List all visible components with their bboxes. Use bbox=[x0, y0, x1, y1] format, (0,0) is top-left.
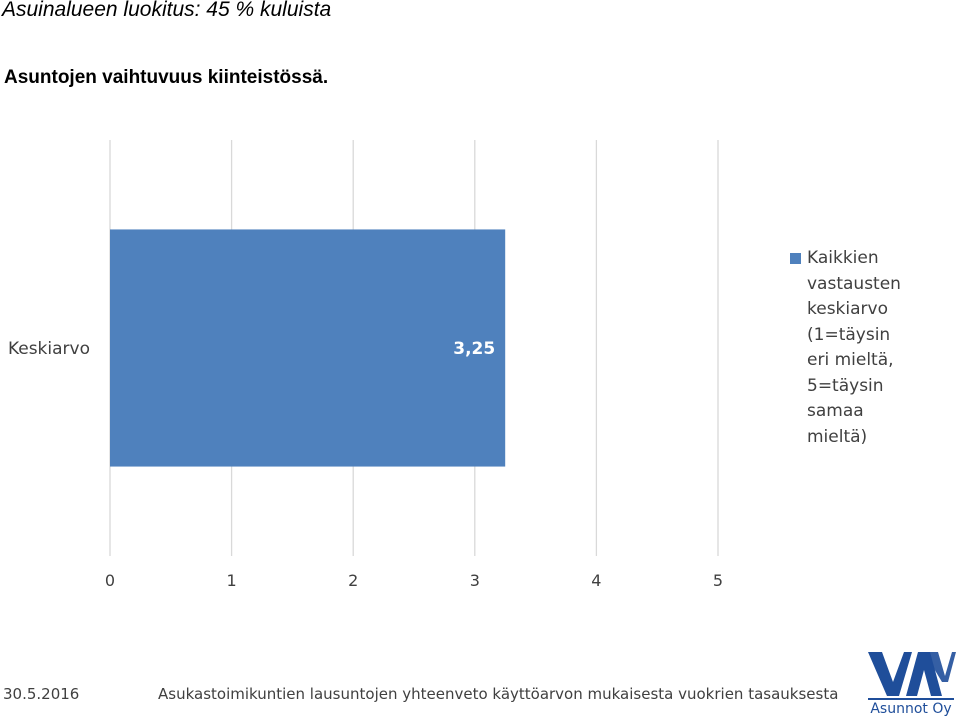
legend-swatch bbox=[790, 253, 801, 264]
page-title: Asuinalueen luokitus: 45 % kuluista bbox=[2, 0, 332, 21]
bar-chart: 0 1 2 3 4 5 Keskiarvo 3,25 bbox=[8, 140, 723, 590]
bar bbox=[110, 229, 506, 467]
x-tick-label: 0 bbox=[105, 571, 115, 590]
footer-date: 30.5.2016 bbox=[3, 685, 80, 703]
data-label: 3,25 bbox=[453, 339, 495, 359]
logo-text: Asunnot Oy bbox=[870, 701, 951, 716]
x-tick-label: 5 bbox=[713, 571, 723, 590]
x-tick-label: 1 bbox=[227, 571, 237, 590]
chart-legend: Kaikkien vastausten keskiarvo (1=täysin … bbox=[790, 246, 950, 450]
x-tick-label: 3 bbox=[470, 571, 480, 590]
x-tick-label: 2 bbox=[348, 571, 358, 590]
footer-text: Asukastoimikuntien lausuntojen yhteenvet… bbox=[158, 685, 839, 703]
vav-logo: Asunnot Oy bbox=[868, 652, 956, 716]
x-tick-label: 4 bbox=[591, 571, 601, 590]
legend-label: Kaikkien vastausten keskiarvo (1=täysin … bbox=[807, 248, 901, 447]
category-label: Keskiarvo bbox=[8, 339, 90, 359]
chart-subtitle: Asuntojen vaihtuvuus kiinteistössä. bbox=[4, 67, 329, 88]
